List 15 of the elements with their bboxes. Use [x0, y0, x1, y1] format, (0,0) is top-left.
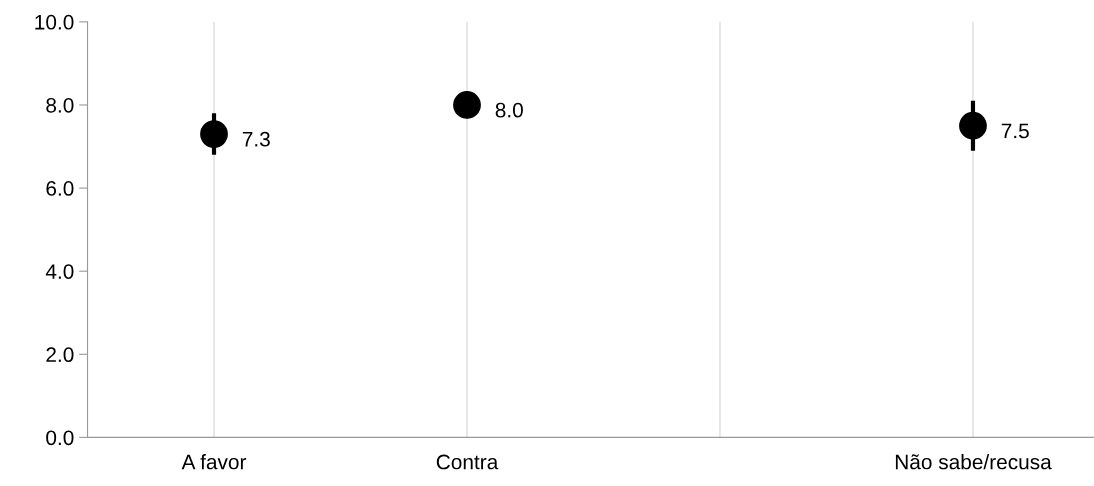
y-tick-label: 2.0: [46, 347, 74, 363]
y-tick-label: 8.0: [46, 97, 74, 113]
point: [453, 91, 481, 119]
x-tick-label: Não sabe/recusa: [895, 454, 1052, 470]
data-label: 7.5: [1001, 123, 1029, 139]
point: [200, 120, 228, 148]
y-tick-label: 6.0: [46, 181, 74, 196]
x-tick-label: A favor: [181, 454, 247, 470]
data-label: 8.0: [495, 102, 523, 118]
y-tick-label: 4.0: [45, 264, 74, 279]
y-tick-label: 0.0: [46, 430, 74, 446]
y-tick-label: 10.0: [35, 14, 74, 30]
point: [959, 111, 987, 140]
data-label: 7.3: [242, 131, 270, 147]
x-tick-label: Contra: [436, 454, 499, 470]
